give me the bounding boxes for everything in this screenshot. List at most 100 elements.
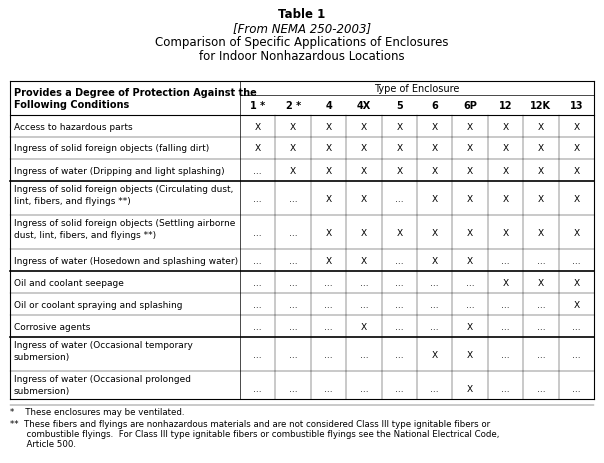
Text: ...: ... xyxy=(572,350,580,359)
Text: ...: ... xyxy=(254,300,262,309)
Text: X: X xyxy=(290,144,296,153)
Text: X: X xyxy=(361,228,367,237)
Text: ...: ... xyxy=(501,256,510,265)
Text: 5: 5 xyxy=(396,101,403,111)
Text: ...: ... xyxy=(395,194,403,203)
Text: ...: ... xyxy=(501,384,510,393)
Text: ...: ... xyxy=(289,322,297,331)
Text: 12K: 12K xyxy=(530,101,551,111)
Text: ...: ... xyxy=(289,300,297,309)
Text: X: X xyxy=(503,166,509,175)
Text: Ingress of water (Hosedown and splashing water): Ingress of water (Hosedown and splashing… xyxy=(14,256,238,265)
Text: X: X xyxy=(361,322,367,331)
Text: X: X xyxy=(573,122,579,131)
Text: X: X xyxy=(467,194,473,203)
Text: X: X xyxy=(255,122,261,131)
Text: X: X xyxy=(432,144,438,153)
Text: X: X xyxy=(432,228,438,237)
Text: X: X xyxy=(467,256,473,265)
Text: 6: 6 xyxy=(431,101,438,111)
Text: ...: ... xyxy=(254,256,262,265)
Text: ...: ... xyxy=(324,384,333,393)
Text: X: X xyxy=(326,166,332,175)
Text: Comparison of Specific Applications of Enclosures: Comparison of Specific Applications of E… xyxy=(155,36,449,49)
Text: Provides a Degree of Protection Against the: Provides a Degree of Protection Against … xyxy=(14,88,257,98)
Text: Oil and coolant seepage: Oil and coolant seepage xyxy=(14,278,124,287)
Text: ...: ... xyxy=(359,278,368,287)
Text: ...: ... xyxy=(289,278,297,287)
Text: ...: ... xyxy=(536,350,545,359)
Bar xyxy=(10,82,594,399)
Text: Ingress of solid foreign objects (falling dirt): Ingress of solid foreign objects (fallin… xyxy=(14,144,209,153)
Text: X: X xyxy=(538,122,544,131)
Text: X: X xyxy=(538,144,544,153)
Text: ...: ... xyxy=(431,322,439,331)
Text: **  These fibers and flyings are nonhazardous materials and are not considered C: ** These fibers and flyings are nonhazar… xyxy=(10,419,490,428)
Text: X: X xyxy=(326,144,332,153)
Text: ...: ... xyxy=(431,300,439,309)
Text: dust, lint, fibers, and flyings **): dust, lint, fibers, and flyings **) xyxy=(14,231,156,239)
Text: Access to hazardous parts: Access to hazardous parts xyxy=(14,122,133,131)
Text: X: X xyxy=(467,166,473,175)
Text: *    These enclosures may be ventilated.: * These enclosures may be ventilated. xyxy=(10,407,184,416)
Text: X: X xyxy=(361,256,367,265)
Text: X: X xyxy=(361,194,367,203)
Text: ...: ... xyxy=(466,278,474,287)
Text: X: X xyxy=(467,122,473,131)
Text: X: X xyxy=(432,166,438,175)
Text: X: X xyxy=(503,194,509,203)
Text: 1 *: 1 * xyxy=(250,101,265,111)
Text: for Indoor Nonhazardous Locations: for Indoor Nonhazardous Locations xyxy=(199,50,405,63)
Text: ...: ... xyxy=(289,194,297,203)
Text: X: X xyxy=(503,278,509,287)
Text: X: X xyxy=(290,166,296,175)
Text: X: X xyxy=(467,228,473,237)
Text: ...: ... xyxy=(536,384,545,393)
Text: submersion): submersion) xyxy=(14,352,70,361)
Text: 13: 13 xyxy=(570,101,583,111)
Text: X: X xyxy=(432,256,438,265)
Text: X: X xyxy=(573,144,579,153)
Text: X: X xyxy=(255,144,261,153)
Text: Ingress of water (Dripping and light splashing): Ingress of water (Dripping and light spl… xyxy=(14,166,225,175)
Text: X: X xyxy=(467,322,473,331)
Text: ...: ... xyxy=(536,322,545,331)
Text: ...: ... xyxy=(289,350,297,359)
Text: ...: ... xyxy=(395,384,403,393)
Text: ...: ... xyxy=(395,278,403,287)
Text: X: X xyxy=(290,122,296,131)
Text: ...: ... xyxy=(572,384,580,393)
Text: X: X xyxy=(503,228,509,237)
Text: ...: ... xyxy=(536,300,545,309)
Text: X: X xyxy=(326,256,332,265)
Text: ...: ... xyxy=(254,350,262,359)
Text: [From NEMA 250-2003]: [From NEMA 250-2003] xyxy=(233,22,371,35)
Text: ...: ... xyxy=(572,322,580,331)
Text: ...: ... xyxy=(501,300,510,309)
Text: Ingress of solid foreign objects (Settling airborne: Ingress of solid foreign objects (Settli… xyxy=(14,219,236,227)
Text: X: X xyxy=(432,122,438,131)
Text: 4: 4 xyxy=(325,101,332,111)
Text: X: X xyxy=(503,122,509,131)
Text: Type of Enclosure: Type of Enclosure xyxy=(374,84,460,94)
Text: ...: ... xyxy=(254,228,262,237)
Text: ...: ... xyxy=(359,384,368,393)
Text: ...: ... xyxy=(324,350,333,359)
Text: ...: ... xyxy=(466,300,474,309)
Text: ...: ... xyxy=(359,300,368,309)
Text: X: X xyxy=(573,166,579,175)
Text: Oil or coolant spraying and splashing: Oil or coolant spraying and splashing xyxy=(14,300,182,309)
Text: X: X xyxy=(573,300,579,309)
Text: 4X: 4X xyxy=(357,101,371,111)
Text: ...: ... xyxy=(324,278,333,287)
Text: X: X xyxy=(396,228,402,237)
Text: ...: ... xyxy=(572,256,580,265)
Text: X: X xyxy=(326,122,332,131)
Text: X: X xyxy=(573,228,579,237)
Text: ...: ... xyxy=(501,322,510,331)
Text: X: X xyxy=(361,144,367,153)
Text: ...: ... xyxy=(536,256,545,265)
Text: X: X xyxy=(503,144,509,153)
Text: ...: ... xyxy=(254,166,262,175)
Text: ...: ... xyxy=(254,278,262,287)
